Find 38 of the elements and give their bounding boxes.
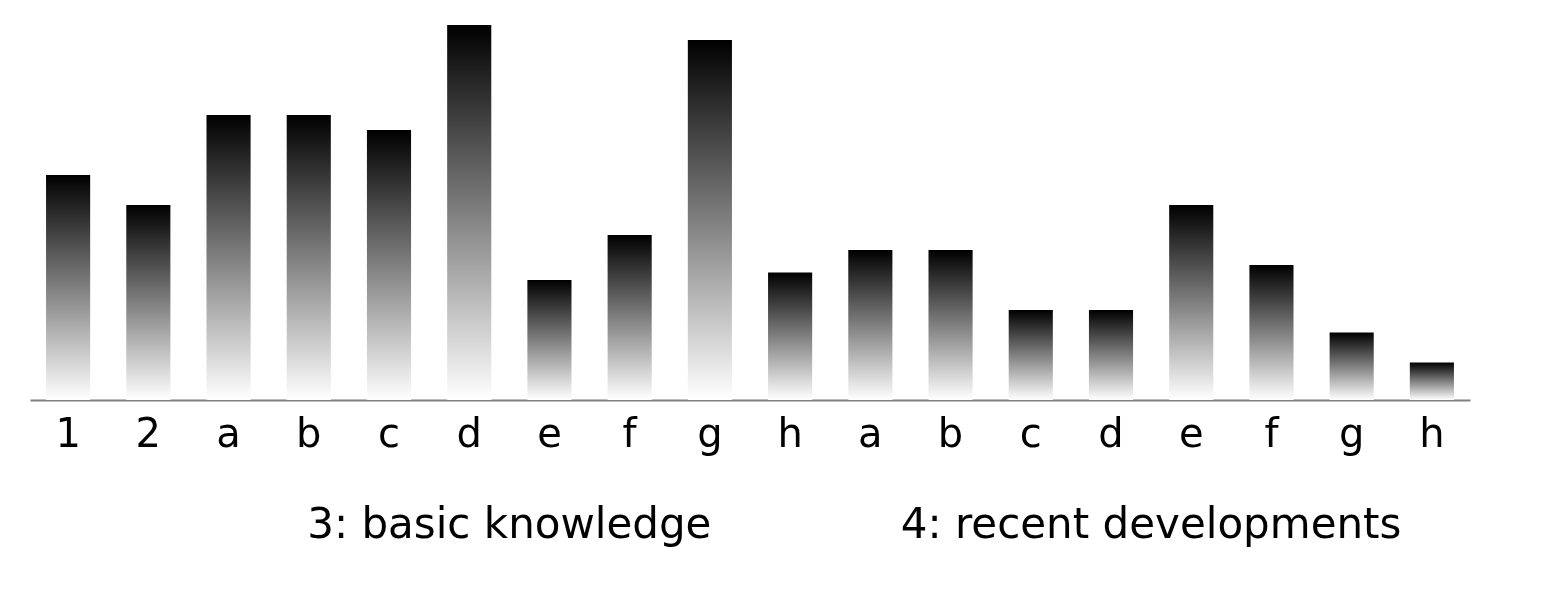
bar — [928, 250, 973, 400]
text: 3: basic knowledge — [307, 499, 712, 548]
x-tick-label: e — [537, 409, 562, 456]
x-tick-label: g — [697, 409, 723, 456]
bar — [1008, 310, 1053, 400]
bar — [366, 130, 412, 400]
bar — [1088, 310, 1134, 400]
x-tick-label: c — [378, 409, 400, 456]
x-tick-label: b — [296, 409, 322, 456]
x-tick-label: e — [1178, 409, 1204, 456]
x-tick-label: g — [1338, 409, 1365, 456]
x-tick-label: 1 — [55, 409, 81, 456]
x-tick-label: d — [456, 409, 482, 456]
x-tick-label: 2 — [135, 409, 162, 456]
x-tick-label: h — [777, 409, 803, 456]
x-tick-label: a — [216, 409, 241, 456]
bar — [1249, 265, 1294, 400]
bar — [768, 272, 813, 400]
bar — [1329, 332, 1374, 400]
x-tick-label: a — [858, 409, 883, 456]
x-tick-label: b — [937, 409, 964, 456]
bar — [447, 25, 492, 400]
bar — [687, 40, 732, 400]
x-tick-label: f — [622, 409, 638, 456]
bar — [206, 115, 251, 400]
x-tick-label: h — [1419, 409, 1445, 456]
x-tick-label: d — [1098, 409, 1124, 456]
bar — [286, 115, 331, 400]
text: 4: recent developments — [900, 499, 1402, 548]
bar — [607, 235, 652, 400]
bar — [46, 175, 91, 400]
x-tick-label: c — [1019, 409, 1042, 456]
x-tick-label: f — [1264, 409, 1280, 456]
bar — [527, 280, 572, 400]
bar — [1409, 362, 1454, 400]
bar — [126, 205, 171, 400]
bar — [1169, 205, 1214, 400]
bar — [848, 250, 893, 400]
